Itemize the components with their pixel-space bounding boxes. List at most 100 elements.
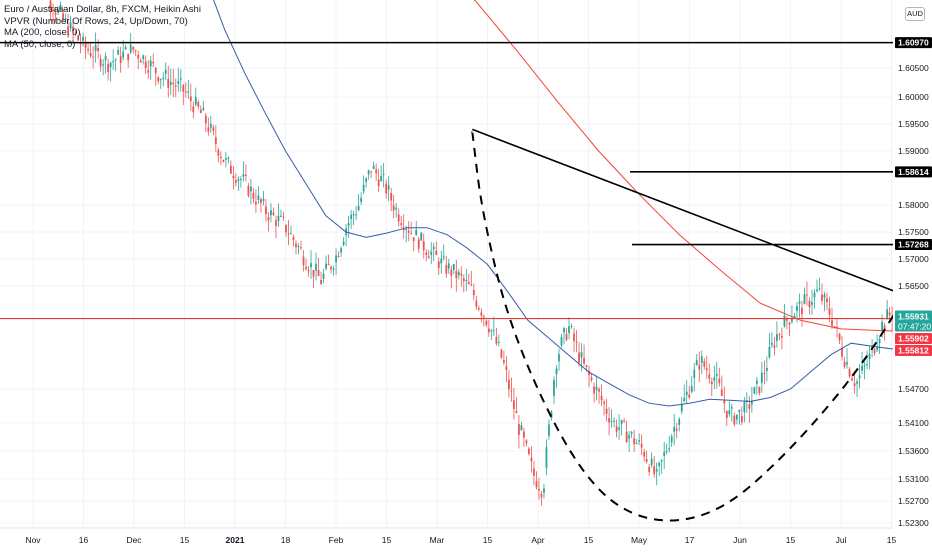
candle-body xyxy=(49,0,52,8)
candle-body xyxy=(262,198,265,201)
candle-body xyxy=(620,420,623,424)
price-axis-bg xyxy=(893,0,932,550)
candle-body xyxy=(325,263,327,269)
svg-text:1.60970: 1.60970 xyxy=(898,38,929,48)
candle-body xyxy=(227,157,230,159)
candle-body xyxy=(823,294,826,298)
candle-body xyxy=(327,264,330,266)
candle-body xyxy=(728,410,731,415)
candle-body xyxy=(816,289,818,292)
candle-body xyxy=(367,170,370,175)
candle-body xyxy=(868,354,871,360)
time-axis[interactable]: Nov 16 Dec 15 2021 18 Feb 15 Mar 15 Apr 15 May 17 Jun 1… xyxy=(0,527,896,545)
candle-body xyxy=(500,349,503,358)
time-tick-label: Feb xyxy=(329,535,344,545)
price-tick-label: 1.58000 xyxy=(898,200,929,210)
legend-title[interactable]: Euro / Australian Dollar, 8h, FXCM, Heik… xyxy=(4,4,201,15)
heikin-ashi-candles xyxy=(49,0,932,506)
candle-body xyxy=(412,237,415,242)
candle-body xyxy=(460,273,463,276)
candle-body xyxy=(222,159,225,162)
candle-body xyxy=(77,36,79,41)
legend-vpvr[interactable]: VPVR (Number Of Rows, 24, Up/Down, 70) xyxy=(4,15,188,27)
candle-body xyxy=(740,415,743,423)
candle-body xyxy=(440,258,443,264)
candle-body xyxy=(167,78,170,88)
price-tick-label: 1.57000 xyxy=(898,254,929,264)
candle-body xyxy=(365,178,368,182)
candle-body xyxy=(565,333,568,340)
cup-pattern-dashed[interactable] xyxy=(471,60,932,522)
candle-body xyxy=(137,54,140,59)
candle-body xyxy=(630,432,633,434)
candle-body xyxy=(437,261,440,269)
candle-body xyxy=(660,459,663,462)
candle-body xyxy=(477,307,480,310)
candle-body xyxy=(197,101,200,107)
candle-body xyxy=(99,58,102,67)
time-tick-label: Jul xyxy=(836,535,847,545)
candle-body xyxy=(525,440,528,444)
time-tick-label: 18 xyxy=(281,535,291,545)
candle-body xyxy=(725,410,728,418)
candle-body xyxy=(843,361,846,367)
candle-body xyxy=(876,346,878,351)
candle-body xyxy=(856,381,858,384)
candle-body xyxy=(502,360,505,363)
candle-body xyxy=(94,45,97,52)
price-tick-label: 1.54700 xyxy=(898,384,929,394)
legend-ma200[interactable]: MA (200, close, 0) xyxy=(4,27,81,39)
candle-body xyxy=(497,341,500,343)
candle-body xyxy=(663,452,666,456)
candle-body xyxy=(710,381,713,385)
candle-body xyxy=(250,186,252,192)
candle-body xyxy=(112,61,115,63)
candle-body xyxy=(713,377,716,381)
legend-ma50[interactable]: MA (50, close, 0) xyxy=(4,38,76,50)
candle-body xyxy=(821,294,823,301)
candle-body xyxy=(485,320,488,325)
candle-body xyxy=(470,284,473,286)
candle-body xyxy=(382,173,385,175)
candle-body xyxy=(342,241,345,245)
candle-body xyxy=(257,195,260,201)
candle-body xyxy=(618,427,621,430)
candle-body xyxy=(573,333,575,341)
candle-body xyxy=(119,56,122,63)
candle-body xyxy=(675,428,678,431)
time-tick-label: May xyxy=(631,535,648,545)
candle-body xyxy=(730,407,733,409)
candle-body xyxy=(134,50,137,52)
candle-body xyxy=(87,49,90,51)
currency-button[interactable]: AUD xyxy=(905,7,925,21)
candle-body xyxy=(372,165,375,169)
candle-body xyxy=(282,216,285,218)
candle-body xyxy=(833,326,836,328)
candle-body xyxy=(397,214,400,222)
candle-body xyxy=(613,420,616,422)
candle-body xyxy=(798,301,801,304)
candle-body xyxy=(793,315,796,318)
candle-body xyxy=(407,230,410,233)
candle-body xyxy=(603,401,605,404)
candle-body xyxy=(753,387,756,394)
candle-body xyxy=(653,466,656,474)
candle-body xyxy=(768,346,771,358)
candle-body xyxy=(518,424,520,435)
candle-body xyxy=(202,107,205,111)
candle-body xyxy=(480,312,483,316)
candle-body xyxy=(467,282,470,285)
candle-body xyxy=(92,56,95,58)
candle-body xyxy=(64,18,67,20)
candle-body xyxy=(828,308,831,315)
candle-body xyxy=(117,49,120,55)
candle-body xyxy=(523,431,525,438)
price-axis[interactable]: 1.60500 1.60000 1.59500 1.59000 1.58000 1.575… xyxy=(893,0,932,550)
candle-body xyxy=(192,106,195,113)
candle-body xyxy=(811,302,813,305)
candle-body xyxy=(540,493,543,498)
candle-body xyxy=(307,270,310,272)
candle-body xyxy=(157,77,160,82)
